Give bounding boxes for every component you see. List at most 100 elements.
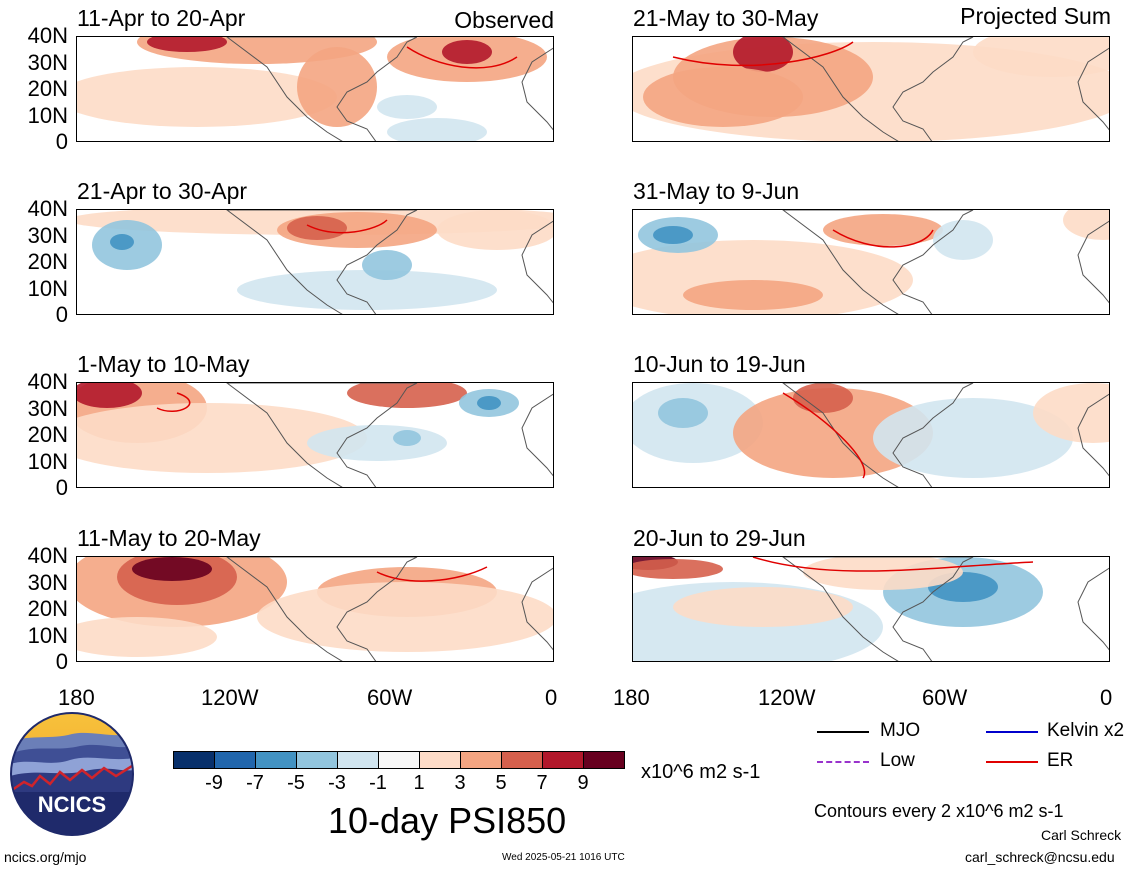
anomaly-shading bbox=[933, 220, 993, 260]
africa-coastline bbox=[1077, 220, 1109, 304]
colorbar-tick-label: 3 bbox=[454, 772, 466, 794]
panel-title: 11-Apr to 20-Apr bbox=[77, 5, 246, 31]
author-email: carl_schreck@ncsu.edu bbox=[965, 849, 1115, 865]
anomaly-shading bbox=[683, 280, 823, 310]
map-panel bbox=[632, 209, 1110, 315]
colorbar-tick-label: 5 bbox=[495, 772, 507, 794]
anomaly-shading bbox=[1063, 210, 1109, 240]
africa-coastline bbox=[521, 567, 553, 651]
author-name: Carl Schreck bbox=[1041, 827, 1122, 843]
legend-line-low bbox=[817, 761, 869, 763]
americas-coastline bbox=[782, 557, 974, 661]
ytick-label: 0 bbox=[55, 129, 68, 154]
legend-line-er bbox=[986, 761, 1038, 763]
colorbar-tick-label: 7 bbox=[536, 772, 548, 794]
ytick-label: 10N bbox=[27, 102, 68, 128]
colorbar-tick-label: -5 bbox=[287, 772, 305, 794]
ytick-label: 0 bbox=[55, 649, 68, 674]
anomaly-shading bbox=[633, 559, 723, 579]
xtick-right-180: 180 bbox=[613, 685, 650, 710]
map-panel bbox=[632, 556, 1110, 662]
colorbar-tick-label: -3 bbox=[328, 772, 346, 794]
ncics-logo: NCICS bbox=[10, 712, 134, 836]
ytick-label: 40N bbox=[27, 196, 68, 221]
ytick-label: 20N bbox=[27, 596, 68, 621]
anomaly-shading bbox=[673, 587, 853, 627]
colorbar-tick-label: 1 bbox=[413, 772, 425, 794]
panel-title: 31-May to 9-Jun bbox=[633, 178, 800, 204]
americas-coastline bbox=[226, 383, 418, 487]
map-panel bbox=[76, 36, 554, 142]
anomaly-shading bbox=[257, 582, 553, 652]
map-panel bbox=[76, 209, 554, 315]
americas-coastline bbox=[226, 37, 418, 141]
ytick-label: 40N bbox=[27, 369, 68, 394]
colorbar-swatch bbox=[378, 751, 420, 769]
ytick-label: 20N bbox=[27, 249, 68, 274]
africa-coastline bbox=[521, 220, 553, 304]
colorbar-swatch bbox=[419, 751, 461, 769]
er-contour bbox=[832, 229, 934, 248]
anomaly-shading bbox=[1033, 383, 1109, 443]
anomaly-shading bbox=[132, 557, 212, 581]
ytick-label: 10N bbox=[27, 448, 68, 474]
main-title: 10-day PSI850 bbox=[328, 800, 567, 841]
ytick-label: 30N bbox=[27, 49, 68, 75]
ytick-label: 40N bbox=[27, 543, 68, 568]
anomaly-shading bbox=[237, 270, 497, 310]
ytick-label: 0 bbox=[55, 302, 68, 327]
anomaly-field bbox=[633, 383, 1109, 487]
anomaly-shading bbox=[643, 67, 803, 127]
americas-coastline bbox=[782, 37, 974, 141]
anomaly-field bbox=[633, 37, 1109, 141]
anomaly-shading bbox=[823, 214, 943, 246]
anomaly-shading bbox=[297, 47, 377, 127]
americas-coastline bbox=[782, 383, 974, 487]
panel-title: 11-May to 20-May bbox=[77, 525, 261, 551]
colorbar-tick-label: -9 bbox=[205, 772, 223, 794]
anomaly-shading bbox=[307, 425, 447, 461]
xtick-right-120w: 120W bbox=[758, 685, 816, 710]
ytick-label: 10N bbox=[27, 622, 68, 648]
colorbar-units: x10^6 m2 s-1 bbox=[641, 761, 761, 783]
xtick-right-0: 0 bbox=[1100, 685, 1113, 710]
anomaly-shading bbox=[803, 557, 963, 590]
anomaly-field bbox=[77, 210, 553, 314]
colorbar-swatch bbox=[501, 751, 543, 769]
anomaly-shading bbox=[658, 398, 708, 428]
ytick-label: 10N bbox=[27, 275, 68, 301]
anomaly-shading bbox=[77, 403, 367, 473]
anomaly-shading bbox=[347, 383, 467, 408]
anomaly-shading bbox=[437, 210, 553, 250]
projected-sum-label: Projected Sum bbox=[960, 3, 1111, 29]
anomaly-shading bbox=[973, 37, 1109, 77]
anomaly-field bbox=[77, 557, 553, 661]
anomaly-shading bbox=[793, 383, 853, 413]
africa-coastline bbox=[1077, 567, 1109, 651]
er-contour bbox=[306, 219, 388, 234]
colorbar-swatch bbox=[337, 751, 379, 769]
anomaly-shading bbox=[147, 37, 227, 52]
africa-coastline bbox=[521, 47, 553, 131]
anomaly-field bbox=[633, 557, 1109, 661]
panel-title: 21-May to 30-May bbox=[633, 5, 819, 31]
anomaly-field bbox=[77, 37, 553, 141]
anomaly-shading bbox=[77, 617, 217, 657]
americas-coastline bbox=[226, 557, 418, 661]
xtick-right-60w: 60W bbox=[922, 685, 968, 710]
legend-line-mjo bbox=[817, 731, 869, 733]
er-contour bbox=[782, 392, 866, 479]
anomaly-field bbox=[633, 210, 1109, 314]
panel-title: 1-May to 10-May bbox=[77, 351, 250, 377]
africa-coastline bbox=[1077, 47, 1109, 131]
americas-coastline bbox=[782, 210, 974, 314]
colorbar-swatch bbox=[460, 751, 502, 769]
contour-note: Contours every 2 x10^6 m2 s-1 bbox=[814, 801, 1064, 821]
er-contour bbox=[376, 566, 488, 582]
ytick-label: 20N bbox=[27, 422, 68, 447]
er-contour bbox=[672, 41, 854, 67]
anomaly-shading bbox=[377, 95, 437, 119]
legend-label-mjo: MJO bbox=[880, 720, 921, 741]
map-panel bbox=[632, 36, 1110, 142]
ytick-label: 40N bbox=[27, 23, 68, 48]
